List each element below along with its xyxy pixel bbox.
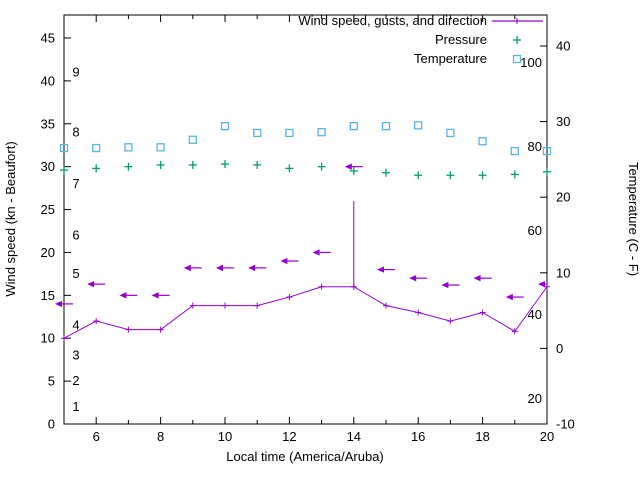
svg-text:12: 12 bbox=[282, 429, 296, 444]
y-axis-left-ticks: 0 5 10 15 20 25 30 35 40 45 bbox=[41, 31, 71, 432]
pressure-series bbox=[60, 160, 551, 180]
svg-text:45: 45 bbox=[41, 31, 55, 46]
legend: Wind speed, gusts, and direction Pressur… bbox=[298, 13, 543, 66]
svg-text:9: 9 bbox=[72, 64, 79, 79]
fahrenheit-scale-labels: 20 40 60 80 100 bbox=[520, 55, 542, 406]
y-axis-right-label: Temperature (C - F) bbox=[626, 162, 640, 276]
svg-text:20: 20 bbox=[540, 429, 554, 444]
svg-text:0: 0 bbox=[556, 341, 563, 356]
temperature-series bbox=[59, 121, 552, 156]
svg-text:100: 100 bbox=[520, 55, 542, 70]
x-axis-label: Local time (America/Aruba) bbox=[226, 449, 384, 464]
svg-text:30: 30 bbox=[556, 114, 570, 129]
svg-text:4: 4 bbox=[72, 317, 79, 332]
y-axis-right-ticks: -10 0 10 20 30 40 bbox=[540, 39, 575, 432]
svg-text:0: 0 bbox=[48, 417, 55, 432]
svg-text:10: 10 bbox=[556, 265, 570, 280]
svg-text:1: 1 bbox=[72, 399, 79, 414]
svg-text:-10: -10 bbox=[556, 417, 575, 432]
svg-text:3: 3 bbox=[72, 347, 79, 362]
svg-text:16: 16 bbox=[411, 429, 425, 444]
svg-text:30: 30 bbox=[41, 159, 55, 174]
svg-text:25: 25 bbox=[41, 202, 55, 217]
svg-text:14: 14 bbox=[347, 429, 361, 444]
svg-text:8: 8 bbox=[157, 429, 164, 444]
svg-text:40: 40 bbox=[528, 307, 542, 322]
svg-text:18: 18 bbox=[475, 429, 489, 444]
svg-text:6: 6 bbox=[72, 227, 79, 242]
plot-border bbox=[63, 14, 548, 425]
svg-text:10: 10 bbox=[41, 331, 55, 346]
svg-text:5: 5 bbox=[48, 374, 55, 389]
legend-samples bbox=[492, 18, 543, 64]
svg-text:15: 15 bbox=[41, 288, 55, 303]
y-axis-left-label: Wind speed (kn - Beaufort) bbox=[3, 141, 18, 296]
svg-text:40: 40 bbox=[41, 73, 55, 88]
svg-text:7: 7 bbox=[72, 176, 79, 191]
svg-text:40: 40 bbox=[556, 39, 570, 54]
svg-text:8: 8 bbox=[72, 124, 79, 139]
chart-generated: 6 8 10 12 14 16 18 20051015202530354045-1001020… bbox=[41, 14, 575, 444]
svg-text:10: 10 bbox=[218, 429, 232, 444]
x-axis-ticks: 6 8 10 12 14 16 18 20 bbox=[63, 15, 554, 444]
beaufort-scale-labels: 1 2 3 4 5 6 7 8 9 bbox=[72, 64, 79, 414]
svg-text:20: 20 bbox=[556, 190, 570, 205]
svg-text:35: 35 bbox=[41, 116, 55, 131]
svg-text:2: 2 bbox=[72, 373, 79, 388]
svg-text:6: 6 bbox=[93, 429, 100, 444]
svg-text:20: 20 bbox=[528, 391, 542, 406]
legend-label-pressure: Pressure bbox=[435, 32, 487, 47]
legend-label-temperature: Temperature bbox=[414, 51, 487, 66]
svg-text:5: 5 bbox=[72, 266, 79, 281]
svg-text:80: 80 bbox=[528, 139, 542, 154]
svg-text:20: 20 bbox=[41, 245, 55, 260]
wind-series bbox=[55, 163, 550, 342]
legend-label-wind: Wind speed, gusts, and direction bbox=[298, 13, 487, 28]
svg-text:60: 60 bbox=[528, 223, 542, 238]
